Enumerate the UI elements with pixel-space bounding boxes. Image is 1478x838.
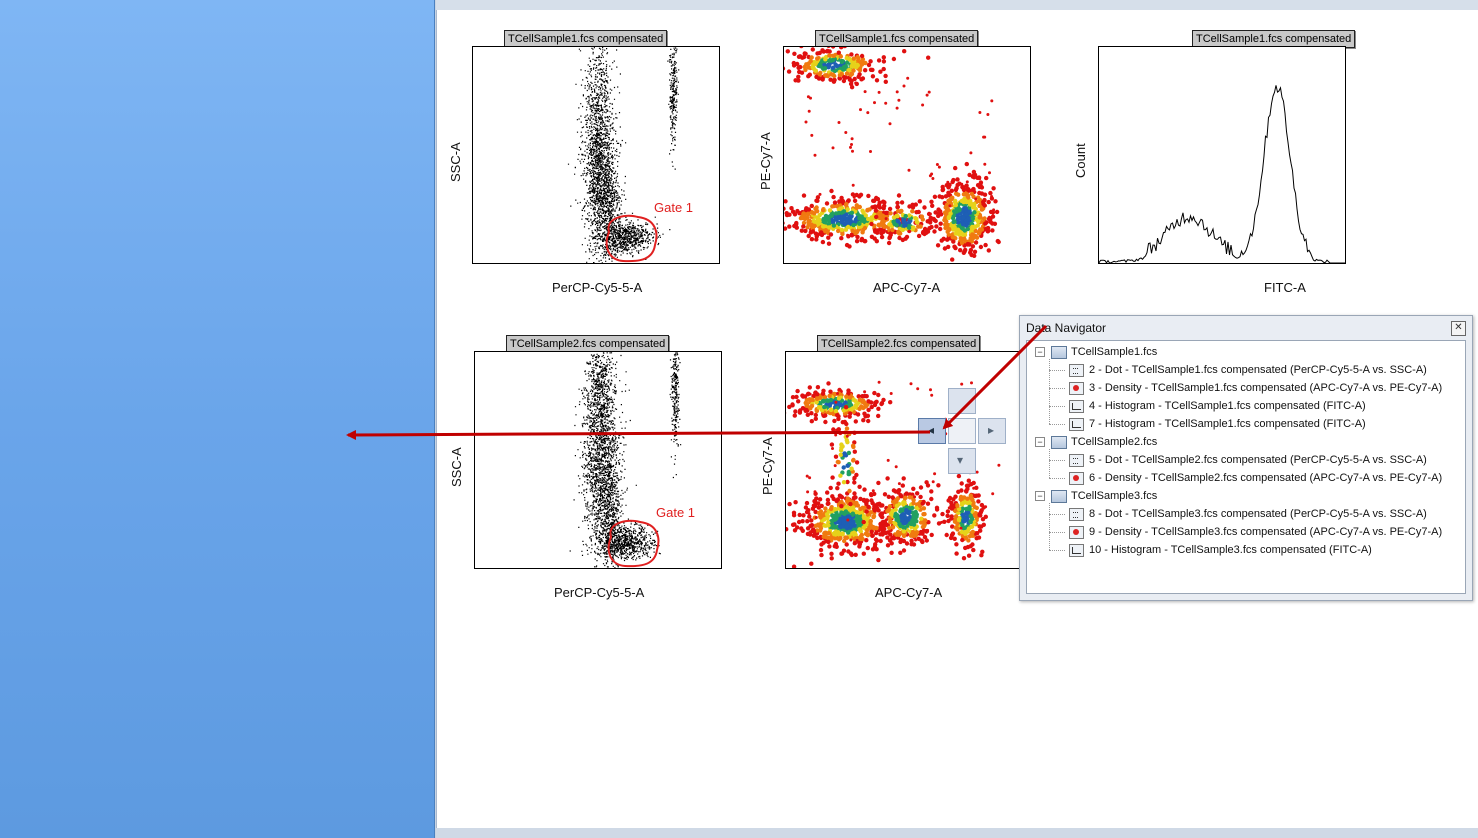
tree-sample-node[interactable]: − TCellSample2.fcs: [1035, 433, 1455, 451]
tree-plot-label: 6 - Density - TCellSample2.fcs compensat…: [1089, 472, 1443, 484]
dot-plot-1[interactable]: TCellSample1.fcs compensated Gate 1 PerC…: [472, 30, 722, 300]
x-axis-label: PerCP-Cy5-5-A: [552, 280, 643, 295]
tree-sample-label: TCellSample1.fcs: [1071, 346, 1158, 358]
event-dots: [569, 352, 682, 568]
gate-label[interactable]: Gate 1: [656, 505, 696, 520]
docking-guide[interactable]: ◂ ▸ ▾: [916, 388, 1008, 474]
plot-title[interactable]: TCellSample1.fcs compensated: [815, 30, 979, 48]
y-axis-label: PE-Cy7-A: [760, 437, 775, 495]
gate-label[interactable]: Gate 1: [654, 200, 694, 215]
y-axis-label: Count: [1073, 143, 1088, 178]
collapse-icon[interactable]: −: [1035, 347, 1045, 357]
tree-plot-item[interactable]: 4 - Histogram - TCellSample1.fcs compens…: [1049, 397, 1459, 415]
dock-right-button[interactable]: ▸: [978, 418, 1006, 444]
tree-connector: [1049, 388, 1065, 389]
tree-plot-label: 5 - Dot - TCellSample2.fcs compensated (…: [1089, 454, 1427, 466]
tree-sample-label: TCellSample2.fcs: [1071, 436, 1158, 448]
plot-area[interactable]: [472, 46, 720, 264]
tree-plot-item[interactable]: 5 - Dot - TCellSample2.fcs compensated (…: [1049, 451, 1459, 469]
tree-connector: [1049, 460, 1065, 461]
histogram-icon: [1069, 544, 1084, 557]
histogram-canvas: [1099, 85, 1345, 263]
plot-area[interactable]: [783, 46, 1031, 264]
data-navigator-panel[interactable]: Data Navigator ✕ − TCellSample1.fcs 2 - Do…: [1019, 315, 1473, 601]
arrow-right-icon: ▸: [988, 423, 995, 437]
tree-plot-item[interactable]: 6 - Density - TCellSample2.fcs compensat…: [1049, 469, 1459, 487]
y-axis-label: PE-Cy7-A: [758, 132, 773, 190]
x-axis-label: FITC-A: [1264, 280, 1306, 295]
sample-file-icon: [1051, 490, 1067, 503]
sample-file-icon: [1051, 436, 1067, 449]
navigator-tree[interactable]: − TCellSample1.fcs 2 - Dot - TCellSample1.…: [1026, 340, 1466, 594]
density-plot-canvas: [784, 47, 1001, 262]
x-axis-label: PerCP-Cy5-5-A: [554, 585, 645, 600]
event-dots: [567, 47, 680, 263]
tree-plot-item[interactable]: 7 - Histogram - TCellSample1.fcs compens…: [1049, 415, 1459, 433]
collapse-icon[interactable]: −: [1035, 437, 1045, 447]
tree-connector: [1049, 424, 1065, 425]
tree-connector: [1049, 514, 1065, 515]
x-axis-label: APC-Cy7-A: [875, 585, 943, 600]
tree-sample-node[interactable]: − TCellSample3.fcs: [1035, 487, 1455, 505]
histogram-icon: [1069, 400, 1084, 413]
y-axis-label: SSC-A: [448, 142, 463, 182]
tree-plot-label: 8 - Dot - TCellSample3.fcs compensated (…: [1089, 508, 1427, 520]
gate-polygon: [605, 214, 658, 263]
dot-plot-icon: [1069, 508, 1084, 521]
gate-polygon: [607, 519, 660, 568]
tree-plot-label: 10 - Histogram - TCellSample3.fcs compen…: [1089, 544, 1372, 556]
dock-target-panel: [0, 0, 435, 838]
plot-area[interactable]: [474, 351, 722, 569]
tree-plot-item[interactable]: 2 - Dot - TCellSample1.fcs compensated (…: [1049, 361, 1459, 379]
tree-sample-label: TCellSample3.fcs: [1071, 490, 1158, 502]
tree-plot-item[interactable]: 9 - Density - TCellSample3.fcs compensat…: [1049, 523, 1459, 541]
sample-file-icon: [1051, 346, 1067, 359]
close-icon[interactable]: ✕: [1451, 321, 1466, 336]
tree-plot-item[interactable]: 8 - Dot - TCellSample3.fcs compensated (…: [1049, 505, 1459, 523]
density-plot-icon: [1069, 472, 1084, 485]
dock-left-button[interactable]: ◂: [918, 418, 946, 444]
tree-plot-label: 7 - Histogram - TCellSample1.fcs compens…: [1089, 418, 1366, 430]
tree-plot-label: 4 - Histogram - TCellSample1.fcs compens…: [1089, 400, 1366, 412]
tree-plot-item[interactable]: 3 - Density - TCellSample1.fcs compensat…: [1049, 379, 1459, 397]
dot-plot-2[interactable]: TCellSample2.fcs compensated Gate 1 PerC…: [474, 335, 724, 605]
workspace-bottom-border: [436, 828, 1478, 838]
density-plot-1[interactable]: TCellSample1.fcs compensated APC-Cy7-A: [783, 30, 1033, 300]
arrow-down-icon: ▾: [957, 453, 964, 467]
plot-title[interactable]: TCellSample2.fcs compensated: [817, 335, 981, 353]
tree-plot-label: 9 - Density - TCellSample3.fcs compensat…: [1089, 526, 1443, 538]
arrow-left-icon: ◂: [928, 423, 935, 437]
density-plot-icon: [1069, 526, 1084, 539]
dock-top-button[interactable]: [948, 388, 976, 414]
tree-connector: [1049, 449, 1050, 478]
histogram-plot-1[interactable]: TCellSample1.fcs compensated FITC-A: [1098, 30, 1356, 300]
density-blobs: [784, 47, 1001, 262]
panel-title[interactable]: Data Navigator: [1026, 321, 1107, 335]
tree-plot-label: 2 - Dot - TCellSample1.fcs compensated (…: [1089, 364, 1427, 376]
dock-center-button[interactable]: [948, 418, 976, 444]
tree-plot-label: 3 - Density - TCellSample1.fcs compensat…: [1089, 382, 1443, 394]
tree-sample-node[interactable]: − TCellSample1.fcs: [1035, 343, 1455, 361]
plot-title[interactable]: TCellSample2.fcs compensated: [506, 335, 670, 353]
y-axis-label: SSC-A: [449, 447, 464, 487]
x-axis-label: APC-Cy7-A: [873, 280, 941, 295]
dot-plot-canvas: [567, 47, 680, 263]
histogram-line: [1099, 85, 1345, 263]
dock-bottom-button[interactable]: ▾: [948, 448, 976, 474]
tree-connector: [1049, 550, 1065, 551]
tree-connector: [1049, 370, 1065, 371]
tree-connector: [1049, 532, 1065, 533]
tree-plot-item[interactable]: 10 - Histogram - TCellSample3.fcs compen…: [1049, 541, 1459, 559]
tree-connector: [1049, 503, 1050, 550]
histogram-icon: [1069, 418, 1084, 431]
plot-area[interactable]: [1098, 46, 1346, 264]
tree-connector: [1049, 406, 1065, 407]
tree-connector: [1049, 359, 1050, 424]
collapse-icon[interactable]: −: [1035, 491, 1045, 501]
dot-plot-icon: [1069, 364, 1084, 377]
dot-plot-canvas: [569, 352, 682, 568]
dot-plot-icon: [1069, 454, 1084, 467]
tree-connector: [1049, 478, 1065, 479]
density-plot-icon: [1069, 382, 1084, 395]
